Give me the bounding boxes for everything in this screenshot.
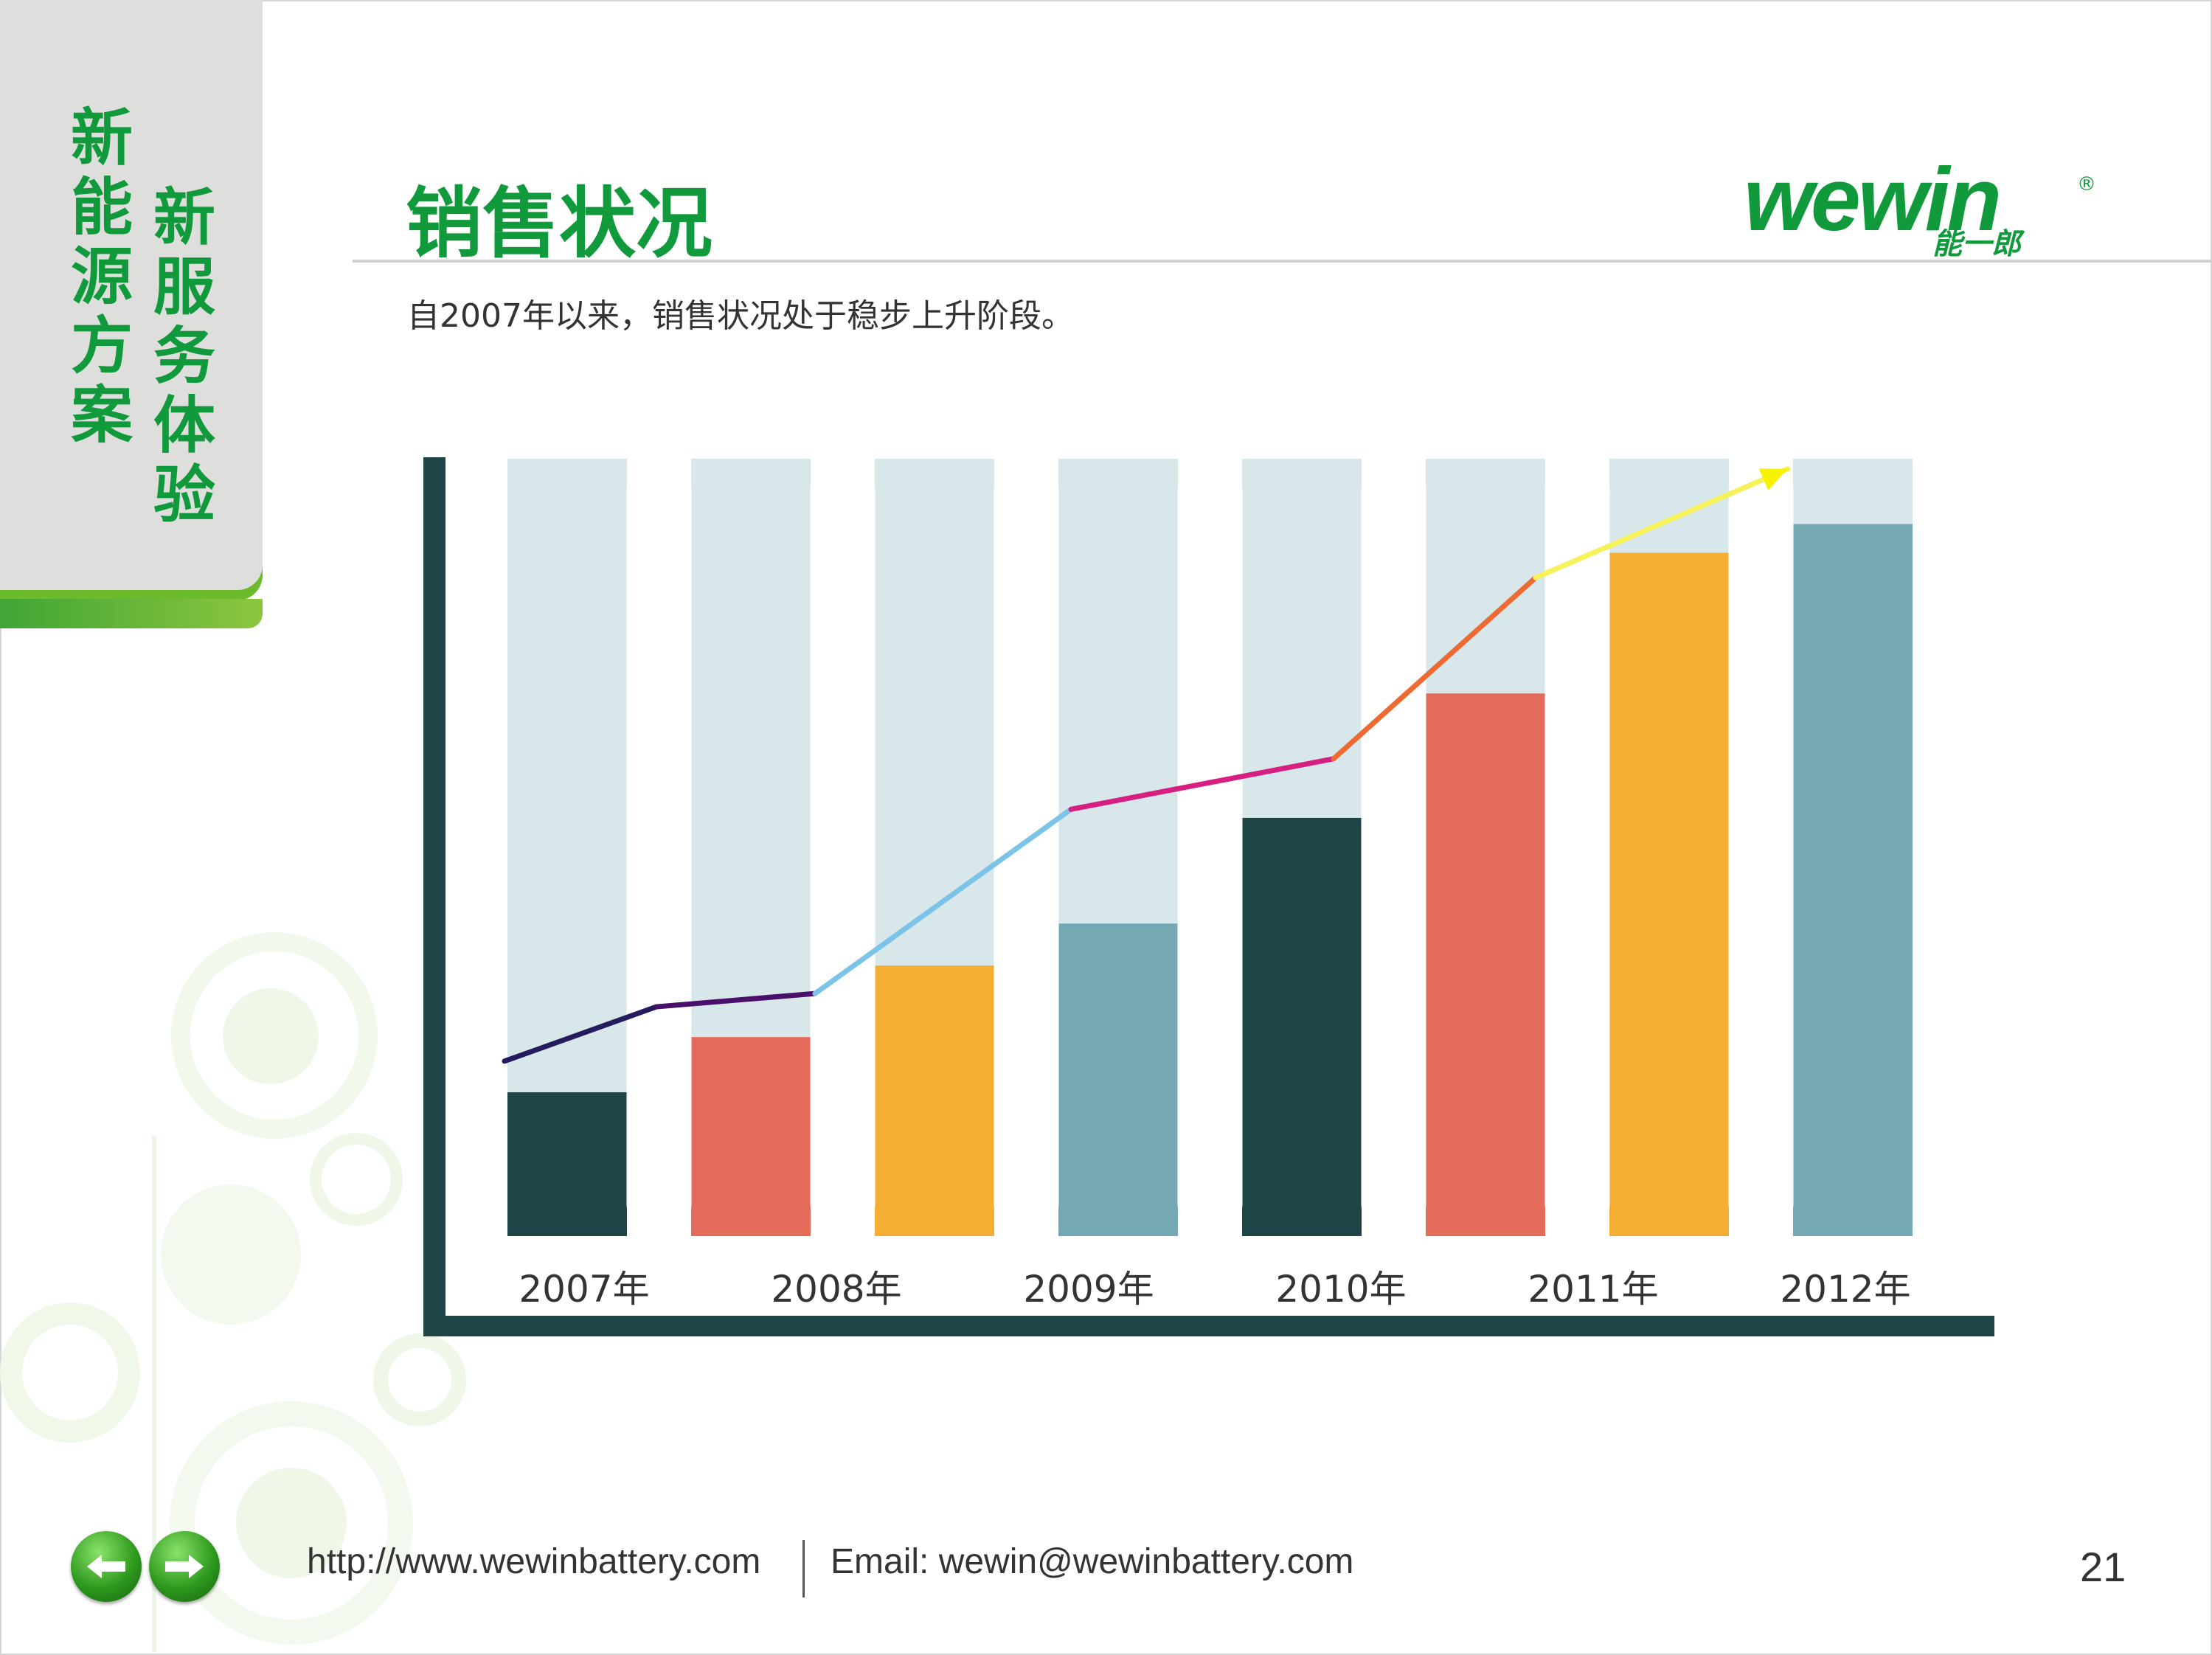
bar-gap bbox=[1544, 457, 1610, 1236]
decorative-circle bbox=[161, 1184, 301, 1325]
trend-arrow-head bbox=[1758, 468, 1788, 490]
email-link[interactable]: Email: wewin@wewinbattery.com bbox=[831, 1542, 1354, 1581]
x-tick-label: 2011年 bbox=[1528, 1268, 1659, 1311]
next-slide-button[interactable] bbox=[149, 1531, 220, 1602]
bar-1 bbox=[507, 1092, 627, 1236]
decorative-circle bbox=[236, 1468, 347, 1578]
bar-gap bbox=[994, 457, 1059, 1236]
slogan-line-1: 新能源方案 bbox=[70, 102, 133, 451]
page-subtitle: 自2007年以来，销售状况处于稳步上升阶段。 bbox=[407, 297, 1074, 335]
x-tick-label: 2012年 bbox=[1780, 1268, 1911, 1311]
side-green-bar bbox=[0, 599, 263, 628]
bar-2 bbox=[691, 1037, 811, 1236]
x-axis bbox=[423, 1316, 1994, 1336]
page-title: 销售状况 bbox=[406, 178, 713, 268]
bar-gap bbox=[1728, 457, 1794, 1236]
website-link[interactable]: http://www.wewinbattery.com bbox=[307, 1542, 761, 1581]
page-number: 21 bbox=[2080, 1544, 2126, 1590]
title-divider bbox=[353, 260, 2212, 263]
x-tick-label: 2007年 bbox=[519, 1268, 650, 1311]
x-tick-label: 2008年 bbox=[771, 1268, 902, 1311]
bar-7 bbox=[1609, 552, 1729, 1236]
bar-gap bbox=[626, 457, 692, 1236]
footer-separator bbox=[802, 1540, 805, 1597]
trend-segment-5 bbox=[1331, 575, 1539, 762]
arrow-left-icon bbox=[87, 1555, 125, 1578]
bar-5 bbox=[1242, 817, 1362, 1236]
logo-registered-mark: ® bbox=[2077, 173, 2096, 195]
bar-gap bbox=[1361, 457, 1426, 1236]
slogan-line-2: 新服务体验 bbox=[153, 181, 215, 531]
arrow-right-icon bbox=[165, 1555, 204, 1578]
bar-4 bbox=[1058, 923, 1178, 1236]
trend-segment-2 bbox=[653, 990, 818, 1010]
previous-slide-button[interactable] bbox=[71, 1531, 142, 1602]
x-tick-label: 2010年 bbox=[1275, 1268, 1407, 1311]
wewin-logo: wewin 能一郎 ® bbox=[1744, 156, 2096, 260]
y-axis bbox=[423, 457, 445, 1336]
logo-wordmark: wewin bbox=[1744, 156, 1999, 249]
side-tab bbox=[0, 0, 263, 590]
decorative-line bbox=[152, 1136, 156, 1652]
decorative-circle bbox=[223, 988, 319, 1084]
trend-segment-6 bbox=[1533, 466, 1791, 580]
bar-3 bbox=[875, 965, 994, 1236]
trend-segment-1 bbox=[502, 1004, 659, 1064]
trend-segment-3 bbox=[812, 806, 1074, 996]
logo-chinese: 能一郎 bbox=[1932, 227, 2025, 260]
bar-8 bbox=[1793, 524, 1913, 1236]
trend-segment-4 bbox=[1068, 756, 1336, 812]
x-tick-label: 2009年 bbox=[1023, 1268, 1154, 1311]
bar-gap bbox=[1177, 457, 1243, 1236]
bar-6 bbox=[1426, 693, 1545, 1236]
bar-gap bbox=[810, 457, 876, 1236]
